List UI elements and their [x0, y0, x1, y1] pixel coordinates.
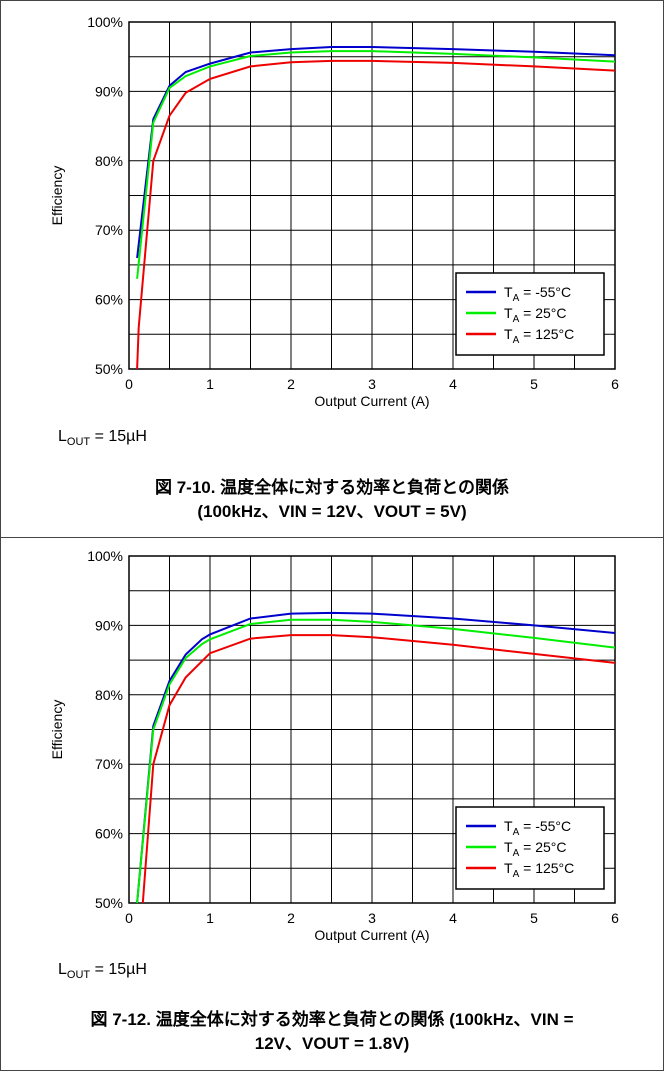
y-axis-label: Efficiency	[49, 166, 65, 226]
y-axis-label: Efficiency	[49, 700, 65, 760]
efficiency-chart-2: 50% 60% 70% 80% 90% 100% 0 1 2 3 4 5 6 Output Current…	[49, 548, 619, 943]
series-line-2	[141, 634, 615, 903]
figure-caption-1: 図 7-10. 温度全体に対する効率と負荷との関係 (100kHz、VIN = …	[11, 476, 653, 524]
inductance-note-2: LOUT = 15µH	[58, 961, 147, 982]
chart-panel-2: 50% 60% 70% 80% 90% 100% 0 1 2 3 4 5 6 Output Current…	[0, 537, 664, 1071]
y-tick-label: 60%	[95, 826, 123, 842]
legend-entry: TA = 25°C	[504, 839, 566, 859]
x-tick-label: 3	[368, 376, 376, 392]
x-tick-label: 5	[530, 910, 538, 926]
legend-entry: TA = 25°C	[504, 305, 566, 325]
series-line-1	[136, 618, 615, 903]
x-tick-label: 2	[287, 910, 295, 926]
legend-box	[455, 272, 605, 356]
caption-line-1: 図 7-10. 温度全体に対する効率と負荷との関係	[154, 478, 510, 497]
x-tick-label: 6	[611, 376, 619, 392]
y-tick-label: 70%	[95, 222, 123, 238]
series-line-2	[136, 59, 615, 369]
legend-entry: TA = -55°C	[504, 284, 571, 304]
y-tick-label: 100%	[87, 548, 123, 564]
legend-entry: TA = 125°C	[504, 326, 574, 346]
y-tick-label: 80%	[95, 687, 123, 703]
x-tick-label: 1	[206, 376, 214, 392]
series-line-0	[136, 611, 615, 903]
plot-frame	[128, 555, 616, 904]
efficiency-chart-1: 50% 60% 70% 80% 90% 100% 0 1 2 3 4 5 6 Output Current…	[49, 14, 619, 409]
x-tick-label: 4	[449, 910, 457, 926]
caption-line-2: 12V、VOUT = 1.8V)	[254, 1034, 410, 1053]
figure-caption-2: 図 7-12. 温度全体に対する効率と負荷との関係 (100kHz、VIN = …	[11, 1008, 653, 1056]
x-tick-label: 6	[611, 910, 619, 926]
x-tick-label: 2	[287, 376, 295, 392]
y-tick-label: 90%	[95, 83, 123, 99]
plot-frame	[128, 21, 616, 370]
legend-entry: TA = -55°C	[504, 818, 571, 838]
y-tick-label: 50%	[95, 895, 123, 911]
y-tick-label: 60%	[95, 292, 123, 308]
caption-line-1: 図 7-12. 温度全体に対する効率と負荷との関係 (100kHz、VIN =	[90, 1010, 574, 1029]
y-tick-label: 100%	[87, 14, 123, 30]
y-tick-label: 50%	[95, 361, 123, 377]
y-tick-label: 90%	[95, 617, 123, 633]
x-tick-label: 0	[125, 910, 133, 926]
x-axis-label: Output Current (A)	[314, 927, 429, 943]
legend-entry: TA = 125°C	[504, 860, 574, 880]
legend: TA = -55°CTA = 25°CTA = 125°C	[455, 806, 605, 890]
legend: TA = -55°CTA = 25°CTA = 125°C	[455, 272, 605, 356]
x-axis-label: Output Current (A)	[314, 393, 429, 409]
caption-line-2: (100kHz、VIN = 12V、VOUT = 5V)	[197, 502, 467, 521]
x-tick-label: 3	[368, 910, 376, 926]
x-tick-label: 0	[125, 376, 133, 392]
y-tick-label: 70%	[95, 756, 123, 772]
series-line-1	[136, 50, 615, 279]
inductance-note-1: LOUT = 15µH	[58, 428, 147, 449]
x-tick-label: 1	[206, 910, 214, 926]
x-tick-label: 4	[449, 376, 457, 392]
chart-panel-1: 50% 60% 70% 80% 90% 100% 0 1 2 3 4 5 6 Output Current…	[0, 0, 664, 538]
x-tick-label: 5	[530, 376, 538, 392]
y-tick-label: 80%	[95, 153, 123, 169]
